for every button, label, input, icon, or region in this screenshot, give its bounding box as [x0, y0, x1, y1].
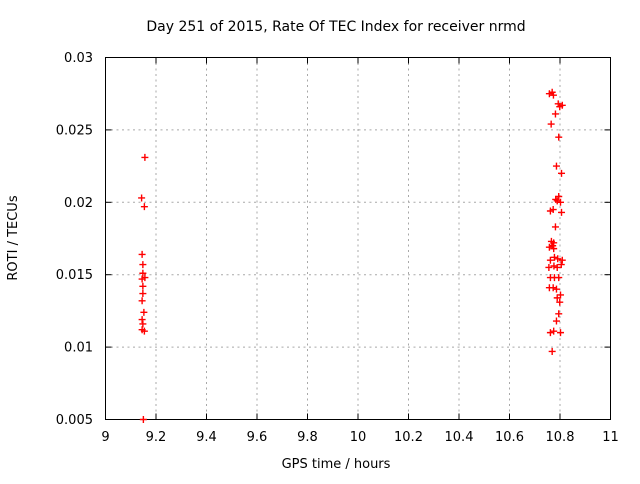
data-point [141, 153, 149, 161]
y-tick-label: 0.01 [64, 341, 93, 356]
data-point [553, 294, 561, 302]
data-point [546, 329, 554, 337]
data-point [558, 208, 566, 216]
chart-title: Day 251 of 2015, Rate Of TEC Index for r… [146, 19, 525, 35]
data-point [558, 256, 566, 264]
data-point [545, 263, 553, 271]
x-axis-label: GPS time / hours [282, 457, 391, 472]
data-point [551, 110, 559, 118]
x-tick-label: 10.6 [495, 430, 524, 445]
x-tick-label: 10.4 [445, 430, 474, 445]
x-tick-label: 9.6 [247, 430, 268, 445]
data-point [138, 250, 146, 258]
data-point [138, 297, 146, 305]
y-tick-label: 0.025 [56, 123, 93, 138]
x-tick-label: 9 [101, 430, 109, 445]
data-point [555, 310, 563, 318]
data-point [547, 120, 555, 128]
data-point [558, 169, 566, 177]
data-point [139, 261, 147, 269]
data-point [140, 327, 148, 335]
data-point [557, 329, 565, 337]
data-point [549, 91, 557, 99]
x-tick-label: 10.8 [546, 430, 575, 445]
data-point [140, 203, 148, 211]
data-point [549, 284, 557, 292]
data-point [555, 133, 563, 141]
y-tick-label: 0.015 [56, 268, 93, 283]
data-point [555, 274, 563, 282]
data-points [138, 88, 566, 423]
data-point [139, 416, 147, 423]
data-point [553, 197, 561, 205]
data-point [140, 308, 148, 316]
x-tick-label: 9.4 [196, 430, 217, 445]
data-point [550, 262, 558, 270]
data-point [141, 274, 149, 282]
x-tick-label: 10 [350, 430, 367, 445]
data-point [551, 223, 559, 231]
data-point [138, 194, 146, 202]
x-tick-label: 9.8 [297, 430, 318, 445]
tick-marks [105, 57, 611, 420]
data-point [139, 290, 147, 298]
data-point [552, 162, 560, 170]
data-point [139, 269, 147, 277]
x-tick-label: 10.2 [394, 430, 423, 445]
data-point [550, 253, 558, 261]
data-point [549, 206, 557, 214]
data-point [557, 198, 565, 206]
data-point [554, 255, 562, 263]
y-tick-label: 0.03 [64, 51, 93, 66]
data-point [558, 101, 566, 109]
x-tick-label: 9.2 [146, 430, 167, 445]
data-point [139, 282, 147, 290]
x-tick-label: 11 [602, 430, 619, 445]
data-point [546, 256, 554, 264]
grid-lines [105, 57, 611, 420]
data-point [550, 245, 558, 253]
data-point [545, 243, 553, 251]
tick-labels: 9 9.2 9.4 9.6 9.8 10 10.2 10.4 10.6 10.8 11 0.005 0.… [56, 51, 619, 445]
plot-border [105, 57, 611, 420]
plot-box [105, 57, 611, 420]
data-point [556, 298, 564, 306]
data-point [557, 261, 565, 269]
data-point [552, 317, 560, 325]
data-point [552, 285, 560, 293]
data-point [548, 347, 556, 355]
data-point [550, 327, 558, 335]
data-point [553, 263, 561, 271]
data-point [138, 316, 146, 324]
y-axis-label: ROTI / TECUs [6, 195, 21, 280]
y-tick-label: 0.02 [64, 196, 93, 211]
data-point [139, 320, 147, 328]
y-tick-label: 0.005 [56, 413, 93, 428]
data-point [552, 195, 560, 203]
